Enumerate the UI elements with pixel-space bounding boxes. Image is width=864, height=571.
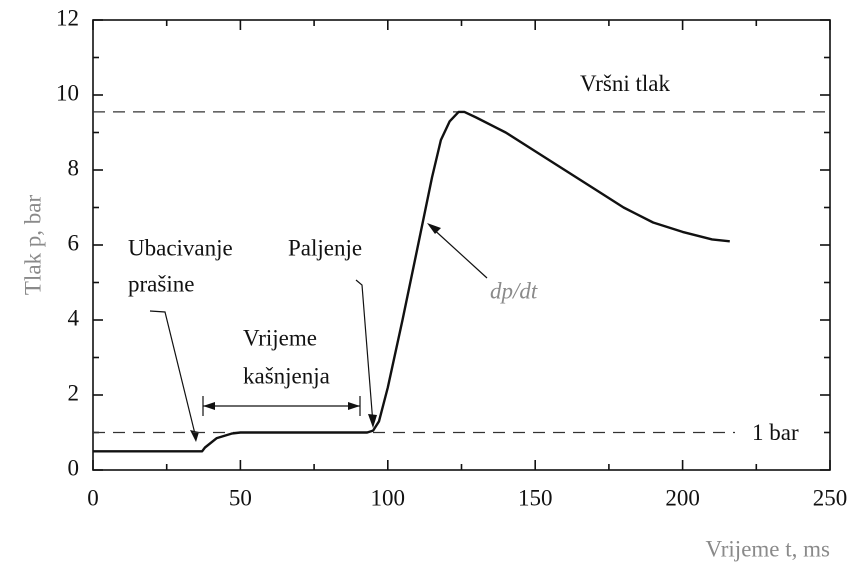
- y-tick-label: 0: [68, 455, 80, 480]
- y-tick-label: 4: [68, 305, 80, 330]
- reference-label: 1 bar: [752, 420, 799, 445]
- annotation: Ubacivanje: [128, 235, 233, 260]
- y-axis-label: Tlak p, bar: [20, 195, 45, 296]
- arrow: [429, 225, 488, 279]
- arrow: [149, 310, 197, 439]
- arrowhead: [190, 430, 199, 442]
- arrowhead: [368, 414, 377, 428]
- annotation: dp/dt: [490, 278, 538, 303]
- x-tick-label: 200: [665, 485, 700, 510]
- x-tick-label: 150: [518, 485, 553, 510]
- y-tick-label: 8: [68, 155, 80, 180]
- interval-arrow: [202, 396, 361, 416]
- x-tick-label: 0: [87, 485, 99, 510]
- annotation: prašine: [128, 271, 194, 296]
- reference-label: Vršni tlak: [580, 71, 670, 96]
- arrow: [355, 279, 374, 425]
- x-tick-label: 100: [371, 485, 406, 510]
- y-tick-label: 12: [56, 5, 79, 30]
- annotation: Vrijeme: [243, 325, 317, 350]
- arrowhead: [427, 223, 441, 234]
- x-tick-label: 50: [229, 485, 252, 510]
- x-tick-label: 250: [813, 485, 848, 510]
- y-tick-label: 10: [56, 80, 79, 105]
- data-line: [93, 110, 730, 453]
- y-tick-label: 6: [68, 230, 80, 255]
- x-axis-label: Vrijeme t, ms: [706, 536, 831, 561]
- y-tick-label: 2: [68, 380, 80, 405]
- annotation: kašnjenja: [243, 363, 330, 388]
- annotation: Paljenje: [288, 235, 362, 260]
